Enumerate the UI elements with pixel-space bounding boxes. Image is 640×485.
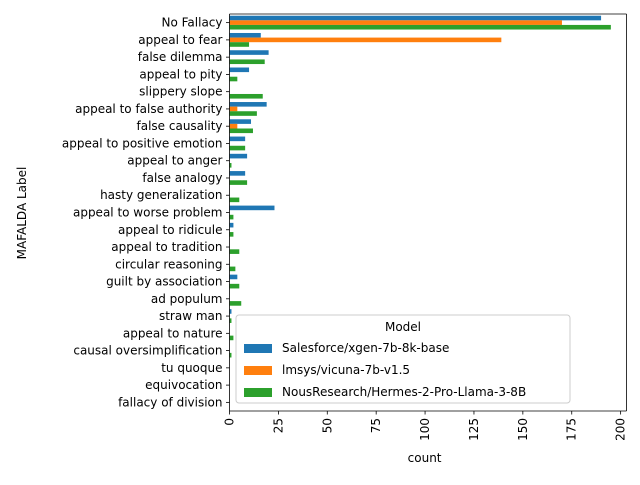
y-tick-label-14: appeal to tradition (111, 240, 222, 254)
y-tick-label-17: ad populum (151, 292, 223, 306)
bars-layer (229, 15, 611, 358)
bar-3-1 (229, 24, 611, 30)
bar-3-13 (229, 232, 234, 237)
y-tick-label-12: appeal to worse problem (73, 206, 223, 220)
bar-3-6 (229, 111, 257, 116)
x-tick-label-6: 125 (467, 418, 481, 441)
y-tick-label-8: appeal to positive emotion (62, 136, 223, 150)
x-tick-label-1: 0 (223, 418, 237, 426)
bar-1-18 (229, 309, 232, 314)
bar-1-12 (229, 205, 275, 211)
y-tick-label-15: circular reasoning (115, 257, 222, 271)
legend-swatch-3 (244, 388, 272, 397)
y-tick-label-11: hasty generalization (100, 188, 222, 202)
y-tick-label-4: appeal to pity (139, 67, 222, 81)
bar-3-4 (229, 76, 238, 82)
x-tick-label-8: 175 (565, 418, 579, 441)
bar-1-7 (229, 119, 252, 124)
legend-swatch-1 (244, 344, 272, 353)
bar-1-8 (229, 136, 246, 142)
y-tick-label-19: appeal to nature (123, 326, 223, 340)
y-axis-label: MAFALDA Label (15, 167, 29, 260)
legend-title: Model (385, 320, 421, 334)
bar-3-16 (229, 283, 240, 289)
y-tick-label-9: appeal to anger (127, 154, 222, 168)
bar-3-11 (229, 197, 240, 203)
y-tick-label-5: slippery slope (139, 85, 222, 99)
bar-1-16 (229, 274, 238, 280)
y-tick-label-10: false analogy (142, 171, 222, 185)
x-tick-label-9: 200 (614, 418, 628, 441)
bar-3-10 (229, 180, 248, 185)
x-tick-label-2: 25 (271, 418, 285, 433)
bar-3-20 (229, 352, 232, 358)
bar-3-14 (229, 249, 240, 254)
bar-2-7 (229, 123, 238, 129)
axes-layer: No Fallacy appeal to fear false dilemma app… (62, 13, 628, 441)
bar-3-7 (229, 128, 253, 134)
y-tick-label-22: equivocation (145, 378, 222, 392)
y-tick-label-2: appeal to fear (138, 33, 222, 47)
y-tick-label-16: guilt by association (106, 275, 222, 289)
y-tick-label-3: false dilemma (138, 50, 223, 64)
bar-3-19 (229, 335, 234, 341)
y-tick-label-21: tu quoque (161, 361, 222, 375)
legend-label-3: NousResearch/Hermes-2-Pro-Llama-3-8B (282, 385, 526, 399)
x-tick-label-4: 75 (369, 418, 383, 433)
legend-box (235, 314, 571, 404)
y-tick-label-6: appeal to false authority (75, 102, 222, 116)
bar-3-2 (229, 42, 250, 47)
legend-label-1: Salesforce/xgen-7b-8k-base (282, 341, 449, 355)
bar-1-2 (229, 32, 261, 38)
x-tick-label-3: 50 (320, 418, 334, 433)
legend-label-2: lmsys/vicuna-7b-v1.5 (282, 363, 410, 377)
bar-1-13 (229, 222, 234, 228)
x-tick-label-7: 150 (516, 418, 530, 441)
bar-3-9 (229, 163, 232, 168)
bar-1-6 (229, 102, 267, 107)
bar-3-15 (229, 266, 236, 272)
x-tick-label-5: 100 (418, 418, 432, 441)
x-axis-label: count (408, 451, 442, 465)
bar-3-5 (229, 93, 263, 99)
bar-2-1 (229, 20, 562, 25)
bar-2-2 (229, 37, 502, 43)
bar-1-3 (229, 50, 269, 55)
y-tick-label-7: false causality (137, 119, 223, 133)
bar-3-12 (229, 214, 234, 220)
bar-1-9 (229, 153, 248, 159)
bar-1-4 (229, 67, 250, 73)
bar-3-18 (229, 318, 232, 323)
bar-1-10 (229, 171, 246, 176)
bar-3-8 (229, 145, 246, 151)
y-tick-label-18: straw man (159, 309, 223, 323)
legend: Model Salesforce/xgen-7b-8k-base lmsys/vic… (235, 314, 571, 404)
bar-3-3 (229, 59, 265, 65)
bar-3-17 (229, 301, 242, 306)
legend-swatch-2 (244, 366, 272, 375)
bar-1-1 (229, 15, 602, 21)
y-tick-label-20: causal oversimplification (73, 344, 222, 358)
y-tick-label-13: appeal to ridicule (118, 223, 222, 237)
y-tick-label-1: No Fallacy (161, 16, 222, 30)
y-tick-label-23: fallacy of division (118, 395, 222, 409)
bar-2-6 (229, 106, 238, 112)
